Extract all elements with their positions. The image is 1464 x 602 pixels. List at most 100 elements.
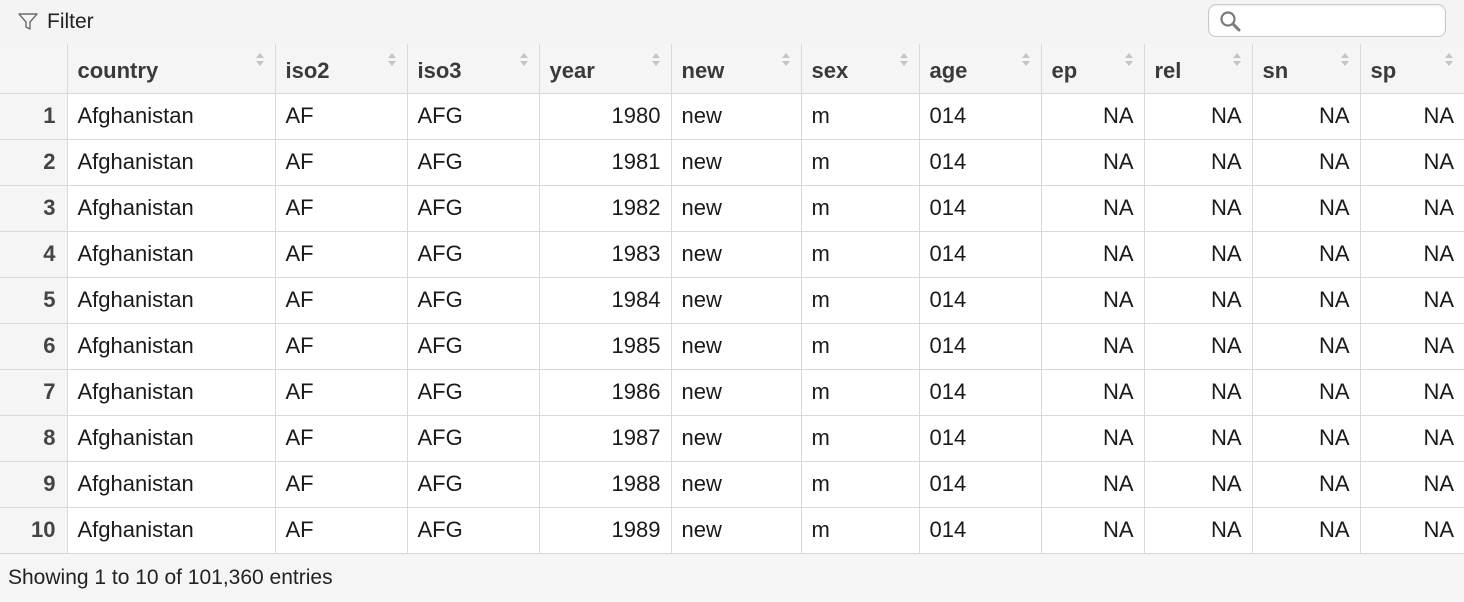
table-cell: NA <box>1144 185 1253 232</box>
table-cell: m <box>801 507 920 554</box>
table-cell: NA <box>1252 461 1361 508</box>
column-header-10[interactable]: sn <box>1252 44 1361 94</box>
sort-arrows-icon[interactable] <box>781 53 792 69</box>
table-cell: AFG <box>407 323 540 370</box>
header-rownum <box>0 44 68 94</box>
table-cell: m <box>801 185 920 232</box>
column-header-label: new <box>681 58 725 84</box>
table-cell: Afghanistan <box>67 461 276 508</box>
sort-arrows-icon[interactable] <box>899 53 910 69</box>
table-row: 2 Afghanistan AF AFG 1981 new m 014 NA NA NA NA <box>0 139 1464 186</box>
table-cell: 1982 <box>539 185 672 232</box>
table-cell: new <box>671 369 802 416</box>
row-number: 5 <box>0 277 68 324</box>
column-header-5[interactable]: new <box>671 44 802 94</box>
table-cell: AF <box>275 461 408 508</box>
header-row: country iso2 iso3 year new sex age ep rel sn sp <box>0 44 1464 94</box>
table-cell: AF <box>275 507 408 554</box>
column-header-label: iso3 <box>417 58 462 84</box>
table-cell: NA <box>1252 369 1361 416</box>
sort-arrows-icon[interactable] <box>1445 53 1455 69</box>
row-number: 9 <box>0 461 68 508</box>
filter-button[interactable]: Filter <box>18 8 94 36</box>
table-cell: NA <box>1360 139 1464 186</box>
column-header-9[interactable]: rel <box>1144 44 1253 94</box>
table-cell: Afghanistan <box>67 185 276 232</box>
table-cell: NA <box>1144 323 1253 370</box>
table-cell: NA <box>1144 507 1253 554</box>
sort-arrows-icon[interactable] <box>1124 53 1135 69</box>
column-header-label: country <box>77 58 159 84</box>
table-cell: NA <box>1041 323 1145 370</box>
sort-arrows-icon[interactable] <box>1340 53 1351 69</box>
table-cell: NA <box>1360 277 1464 324</box>
table-cell: 014 <box>919 415 1042 462</box>
sort-arrows-icon[interactable] <box>387 53 398 69</box>
table-row: 9 Afghanistan AF AFG 1988 new m 014 NA NA NA NA <box>0 461 1464 508</box>
table-cell: 1985 <box>539 323 672 370</box>
table-row: 3 Afghanistan AF AFG 1982 new m 014 NA NA NA NA <box>0 185 1464 232</box>
table-cell: NA <box>1144 461 1253 508</box>
sort-arrows-icon[interactable] <box>1021 53 1032 69</box>
column-header-11[interactable]: sp <box>1360 44 1464 94</box>
table-row: 4 Afghanistan AF AFG 1983 new m 014 NA NA NA NA <box>0 231 1464 278</box>
toolbar: Filter <box>0 0 1464 45</box>
table-row: 10 Afghanistan AF AFG 1989 new m 014 NA NA NA NA <box>0 507 1464 554</box>
table-cell: AFG <box>407 185 540 232</box>
column-header-2[interactable]: iso2 <box>275 44 408 94</box>
column-header-label: iso2 <box>285 58 330 84</box>
search-input[interactable] <box>1249 8 1439 33</box>
table-cell: AFG <box>407 231 540 278</box>
table-cell: 1987 <box>539 415 672 462</box>
row-number: 8 <box>0 415 68 462</box>
table-cell: AF <box>275 415 408 462</box>
column-header-6[interactable]: sex <box>801 44 920 94</box>
table-cell: Afghanistan <box>67 231 276 278</box>
column-header-8[interactable]: ep <box>1041 44 1145 94</box>
table-cell: 014 <box>919 139 1042 186</box>
search-box[interactable] <box>1208 4 1446 37</box>
table-cell: NA <box>1360 507 1464 554</box>
table-cell: m <box>801 231 920 278</box>
sort-arrows-icon[interactable] <box>519 53 530 69</box>
table-cell: AFG <box>407 461 540 508</box>
column-header-7[interactable]: age <box>919 44 1042 94</box>
filter-label: Filter <box>47 10 94 33</box>
sort-arrows-icon[interactable] <box>651 53 662 69</box>
table-cell: NA <box>1041 507 1145 554</box>
table-cell: Afghanistan <box>67 93 276 140</box>
table-cell: Afghanistan <box>67 507 276 554</box>
table-cell: Afghanistan <box>67 277 276 324</box>
table-cell: new <box>671 277 802 324</box>
table-cell: new <box>671 461 802 508</box>
table-cell: NA <box>1144 277 1253 324</box>
table-cell: NA <box>1041 139 1145 186</box>
table-cell: 014 <box>919 185 1042 232</box>
sort-arrows-icon[interactable] <box>1232 53 1243 69</box>
column-header-label: rel <box>1154 58 1182 84</box>
row-number: 7 <box>0 369 68 416</box>
table-cell: Afghanistan <box>67 369 276 416</box>
column-header-4[interactable]: year <box>539 44 672 94</box>
table-cell: NA <box>1360 415 1464 462</box>
column-header-3[interactable]: iso3 <box>407 44 540 94</box>
table-cell: AF <box>275 231 408 278</box>
table-row: 1 Afghanistan AF AFG 1980 new m 014 NA NA NA NA <box>0 93 1464 140</box>
table-cell: NA <box>1144 369 1253 416</box>
sort-arrows-icon[interactable] <box>255 53 266 69</box>
column-header-1[interactable]: country <box>67 44 276 94</box>
table-cell: NA <box>1252 415 1361 462</box>
table-cell: AFG <box>407 369 540 416</box>
table-cell: m <box>801 415 920 462</box>
row-number: 1 <box>0 93 68 140</box>
table-cell: 1981 <box>539 139 672 186</box>
table-row: 7 Afghanistan AF AFG 1986 new m 014 NA NA NA NA <box>0 369 1464 416</box>
table-cell: new <box>671 185 802 232</box>
column-header-label: sp <box>1370 58 1397 84</box>
table-cell: 014 <box>919 93 1042 140</box>
table-cell: NA <box>1360 231 1464 278</box>
table-cell: new <box>671 231 802 278</box>
table-cell: NA <box>1041 185 1145 232</box>
